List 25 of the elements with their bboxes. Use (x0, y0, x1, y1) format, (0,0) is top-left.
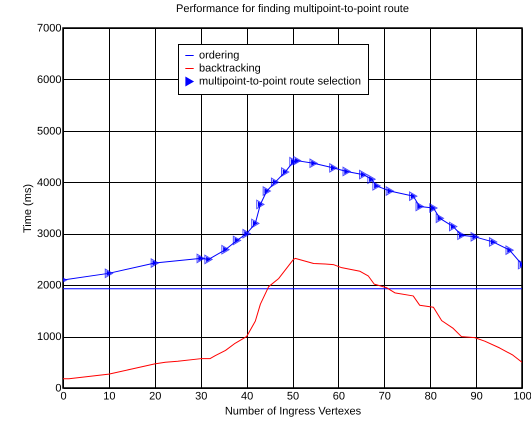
legend-label: multipoint-to-point route selection (199, 76, 362, 88)
y-tick-label: 4000 (37, 176, 62, 189)
x-tick-label: 20 (149, 390, 162, 402)
y-tick-label: 1000 (37, 331, 62, 344)
chart-title: Performance for finding multipoint-to-point route (176, 3, 409, 15)
y-axis-title: Time (ms) (22, 184, 34, 234)
x-tick-label: 80 (424, 390, 437, 402)
y-tick-label: 3000 (37, 228, 62, 240)
y-tick-label: 5000 (37, 125, 62, 138)
line-series (63, 258, 522, 380)
x-tick-label: 90 (470, 390, 483, 402)
y-tick-label: 2000 (37, 280, 62, 292)
x-tick-label: 100 (513, 390, 531, 402)
y-tick-label: 0 (55, 382, 62, 394)
x-tick-label: 10 (103, 390, 116, 402)
y-tick-label: 6000 (37, 74, 62, 86)
legend-label: ordering (199, 50, 240, 62)
x-tick-label: 60 (332, 390, 346, 402)
x-tick-label: 40 (240, 390, 254, 402)
x-tick-label: 50 (286, 390, 300, 402)
x-axis-title: Number of Ingress Vertexes (224, 406, 362, 418)
legend-label: backtracking (199, 62, 261, 74)
x-tick-label: 30 (195, 390, 208, 402)
y-tick-label: 7000 (37, 22, 62, 34)
x-tick-label: 70 (378, 390, 391, 402)
